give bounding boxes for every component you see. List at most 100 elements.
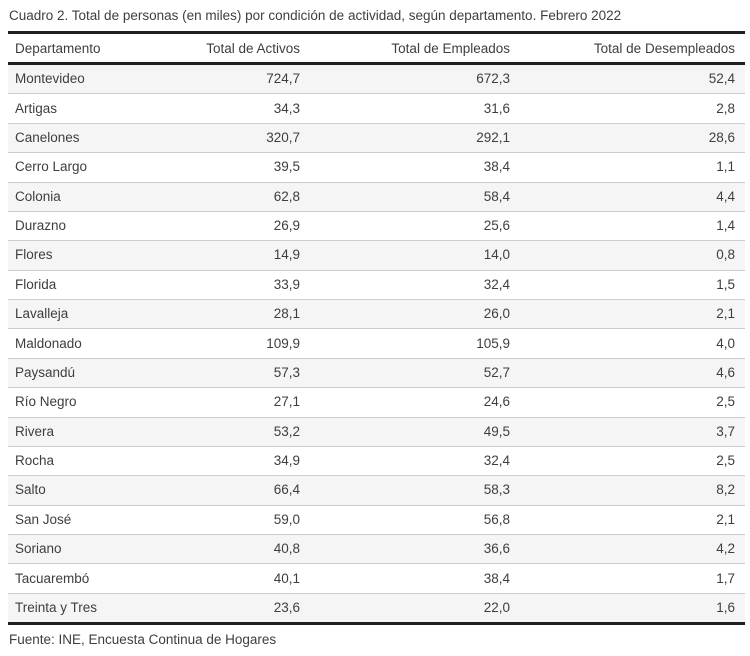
department-cell: Tacuarembó	[8, 563, 198, 594]
value-cell: 27,1	[198, 387, 310, 417]
value-cell: 2,5	[520, 445, 745, 476]
value-cell: 2,1	[520, 298, 745, 329]
table-row: Paysandú 57,3 52,7 4,6	[8, 357, 745, 388]
value-cell: 4,6	[520, 357, 745, 388]
column-header-departamento: Departamento	[8, 32, 198, 65]
value-cell: 672,3	[476, 71, 510, 87]
value-cell: 33,9	[198, 269, 310, 300]
value-cell: 24,6	[310, 387, 520, 417]
value-cell: 26,0	[310, 298, 520, 329]
department-cell: Montevideo	[15, 71, 85, 87]
table-row: Artigas 34,3 31,6 2,8	[8, 93, 745, 124]
value-cell: 724,7	[266, 71, 300, 87]
value-cell: 38,4	[310, 563, 520, 594]
department-cell: San José	[8, 504, 198, 535]
value-cell: 2,5	[520, 387, 745, 417]
value-cell: 56,8	[310, 504, 520, 535]
value-cell: 1,7	[520, 563, 745, 594]
value-cell: 0,8	[520, 240, 745, 271]
table-row: Soriano 40,8 36,6 4,2	[8, 533, 745, 564]
department-cell: Rocha	[8, 445, 198, 476]
table-row: Río Negro 27,1 24,6 2,5	[8, 387, 745, 417]
value-cell: 4,0	[520, 328, 745, 359]
value-cell: 4,2	[520, 533, 745, 564]
value-cell: 34,9	[198, 445, 310, 476]
value-cell: 1,6	[520, 592, 745, 624]
value-cell: 26,9	[198, 210, 310, 241]
value-cell: 39,5	[198, 152, 310, 182]
table-title: Cuadro 2. Total de personas (en miles) p…	[9, 8, 622, 23]
value-cell: 52,4	[708, 71, 735, 87]
table-row: Florida 33,9 32,4 1,5	[8, 269, 745, 300]
value-cell: 292,1	[310, 122, 520, 153]
value-cell: 34,3	[198, 93, 310, 124]
value-cell: 52,7	[310, 357, 520, 388]
table-row: Treinta y Tres 23,6 22,0 1,6	[8, 592, 745, 624]
department-cell: Canelones	[8, 122, 198, 153]
value-cell: 4,4	[520, 181, 745, 212]
table-row: Montevideo 724,7 672,3 52,4	[8, 63, 745, 94]
table-row: Cerro Largo 39,5 38,4 1,1	[8, 152, 745, 182]
table-row: Flores 14,9 14,0 0,8	[8, 240, 745, 271]
value-cell: 3,7	[520, 416, 745, 447]
department-cell: Rivera	[8, 416, 198, 447]
department-cell: Río Negro	[8, 387, 198, 417]
value-cell: 28,1	[198, 298, 310, 329]
table-body: Montevideo 724,7 672,3 52,4 Artigas 34,3 31,6 2…	[8, 63, 745, 624]
value-cell: 62,8	[198, 181, 310, 212]
table-row: Rocha 34,9 32,4 2,5	[8, 445, 745, 476]
department-cell: Treinta y Tres	[8, 592, 198, 624]
department-cell: Flores	[8, 240, 198, 271]
table-row: Colonia 62,8 58,4 4,4	[8, 181, 745, 212]
value-cell: 109,9	[198, 328, 310, 359]
department-cell: Florida	[8, 269, 198, 300]
value-cell: 2,1	[520, 504, 745, 535]
table-row: Canelones 320,7 292,1 28,6	[8, 122, 745, 153]
value-cell: 14,0	[310, 240, 520, 271]
value-cell: 31,6	[310, 93, 520, 124]
value-cell: 36,6	[310, 533, 520, 564]
activity-by-department-table: Departamento Total de Activos Total de E…	[8, 31, 745, 626]
department-cell: Lavalleja	[8, 298, 198, 329]
column-header-total-activos: Total de Activos	[198, 32, 310, 65]
table-row: Rivera 53,2 49,5 3,7	[8, 416, 745, 447]
department-cell: Paysandú	[8, 357, 198, 388]
value-cell: 59,0	[198, 504, 310, 535]
table-header: Departamento Total de Activos Total de E…	[8, 32, 745, 65]
header-row: Departamento Total de Activos Total de E…	[8, 32, 745, 65]
department-cell: Colonia	[8, 181, 198, 212]
value-cell: 8,2	[520, 475, 745, 506]
department-cell: Salto	[8, 475, 198, 506]
table-row: Lavalleja 28,1 26,0 2,1	[8, 298, 745, 329]
value-cell: 23,6	[198, 592, 310, 624]
value-cell: 28,6	[520, 122, 745, 153]
value-cell: 49,5	[310, 416, 520, 447]
value-cell: 14,9	[198, 240, 310, 271]
table-row: Maldonado 109,9 105,9 4,0	[8, 328, 745, 359]
value-cell: 40,8	[198, 533, 310, 564]
table-row: San José 59,0 56,8 2,1	[8, 504, 745, 535]
value-cell: 57,3	[198, 357, 310, 388]
value-cell: 1,5	[520, 269, 745, 300]
department-cell: Durazno	[8, 210, 198, 241]
value-cell: 1,1	[520, 152, 745, 182]
department-cell: Maldonado	[8, 328, 198, 359]
value-cell: 40,1	[198, 563, 310, 594]
value-cell: 320,7	[198, 122, 310, 153]
column-header-total-desempleados: Total de Desempleados	[520, 32, 745, 65]
source-note: Fuente: INE, Encuesta Continua de Hogare…	[9, 632, 277, 648]
value-cell: 58,3	[310, 475, 520, 506]
value-cell: 66,4	[198, 475, 310, 506]
table-row: Durazno 26,9 25,6 1,4	[8, 210, 745, 241]
value-cell: 38,4	[310, 152, 520, 182]
value-cell: 2,8	[520, 93, 745, 124]
department-cell: Soriano	[8, 533, 198, 564]
table-row: Tacuarembó 40,1 38,4 1,7	[8, 563, 745, 594]
column-header-total-empleados: Total de Empleados	[310, 32, 520, 65]
value-cell: 58,4	[310, 181, 520, 212]
value-cell: 25,6	[310, 210, 520, 241]
value-cell: 22,0	[310, 592, 520, 624]
value-cell: 32,4	[310, 269, 520, 300]
value-cell: 1,4	[520, 210, 745, 241]
